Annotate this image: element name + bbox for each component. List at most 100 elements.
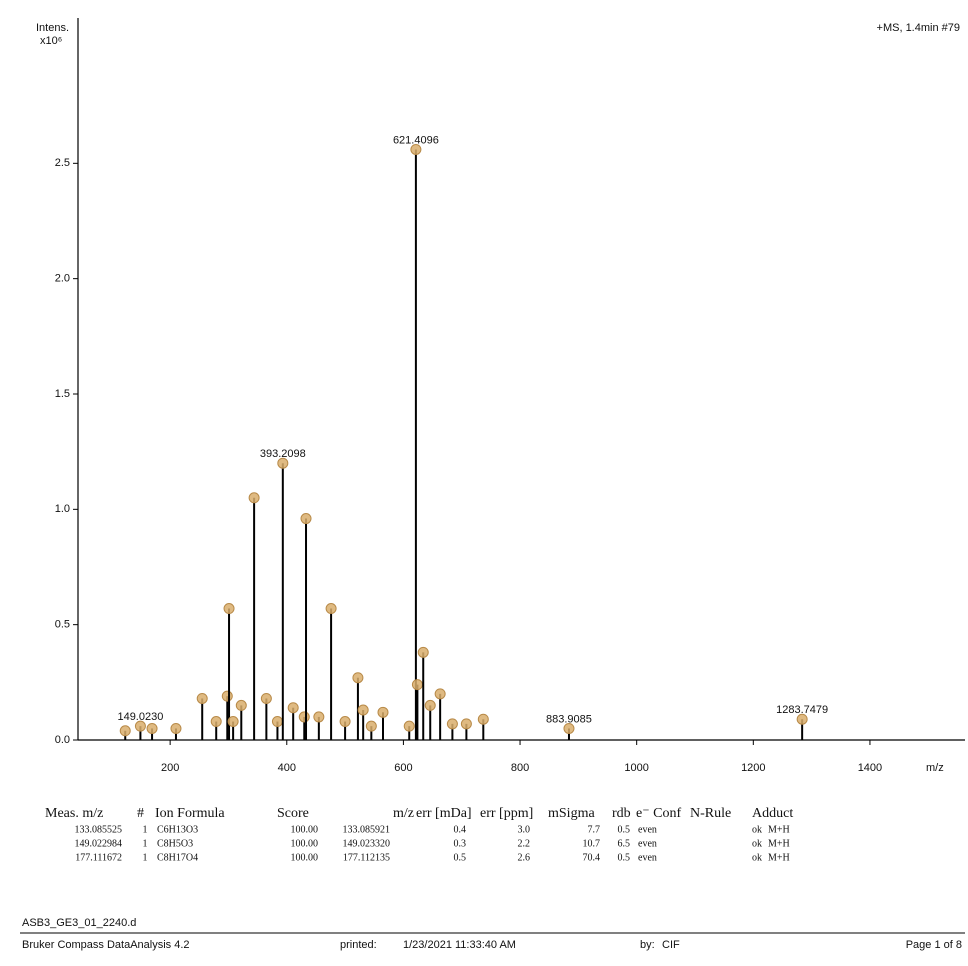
peak-marker	[248, 492, 260, 504]
peak-marker	[227, 716, 239, 728]
peak-marker	[210, 716, 222, 728]
peak-marker	[134, 720, 146, 732]
peak-marker	[260, 692, 272, 704]
peak-marker	[403, 720, 415, 732]
table-cell: 1	[143, 838, 148, 849]
software: Bruker Compass DataAnalysis 4.2	[22, 939, 190, 951]
peak-marker	[411, 679, 423, 691]
table-cell: 100.00	[291, 852, 319, 863]
x-tick-label: 1200	[741, 762, 765, 774]
peak-marker	[170, 722, 182, 734]
table-header: err [mDa]	[416, 806, 472, 821]
table-cell: 3.0	[518, 824, 531, 835]
peak-marker	[119, 725, 131, 737]
table-cell: even	[638, 824, 657, 835]
y-tick-label: 1.5	[55, 388, 70, 400]
page-number: Page 1 of 8	[906, 939, 962, 951]
y-tick-label: 1.0	[55, 503, 70, 515]
peak-marker	[434, 688, 446, 700]
table-cell: 70.4	[583, 852, 601, 863]
peak-marker	[460, 718, 472, 730]
table-cell: ok	[752, 824, 762, 835]
y-tick-label: 0.5	[55, 619, 70, 631]
table-header: e⁻ Conf	[636, 806, 681, 821]
peak-marker	[196, 692, 208, 704]
x-tick-label: 1400	[858, 762, 882, 774]
file-name: ASB3_GE3_01_2240.d	[22, 917, 136, 929]
table-cell: 149.023320	[343, 838, 391, 849]
peak-marker	[277, 457, 289, 469]
table-cell: 6.5	[618, 838, 631, 849]
table-cell: 2.2	[518, 838, 531, 849]
peak-marker	[424, 699, 436, 711]
table-header: err [ppm]	[480, 806, 533, 821]
peak-marker	[339, 716, 351, 728]
peak-marker	[477, 713, 489, 725]
table-cell: C6H13O3	[157, 824, 198, 835]
peak-marker	[446, 718, 458, 730]
table-cell: 1	[143, 852, 148, 863]
x-tick-label: 400	[278, 762, 296, 774]
table-cell: 7.7	[588, 824, 601, 835]
by-label: by:	[640, 939, 655, 951]
peak-marker	[146, 722, 158, 734]
printed-label: printed:	[340, 939, 377, 951]
table-header: mSigma	[548, 806, 595, 821]
table-cell: 177.112135	[343, 852, 390, 863]
table-cell: M+H	[768, 824, 790, 835]
table-cell: 133.085921	[343, 824, 391, 835]
peak-marker	[313, 711, 325, 723]
peak-marker	[221, 690, 233, 702]
table-header: Adduct	[752, 806, 793, 821]
table-header: Meas. m/z	[45, 806, 103, 821]
table-cell: ok	[752, 838, 762, 849]
y-label: Intens.	[36, 22, 69, 34]
peak-label: 149.0230	[117, 711, 163, 723]
printed-date: 1/23/2021 11:33:40 AM	[403, 939, 516, 951]
peak-label: 393.2098	[260, 448, 306, 460]
peak-marker	[300, 513, 312, 525]
table-cell: even	[638, 852, 657, 863]
table-cell: 0.5	[618, 852, 631, 863]
peak-marker	[357, 704, 369, 716]
peak-marker	[298, 711, 310, 723]
table-cell: C8H5O3	[157, 838, 193, 849]
table-cell: 100.00	[291, 824, 319, 835]
table-cell: C8H17O4	[157, 852, 198, 863]
peak-marker	[417, 646, 429, 658]
y-tick-label: 2.5	[55, 157, 70, 169]
table-header: Ion Formula	[155, 806, 225, 821]
table-cell: 1	[143, 824, 148, 835]
table-header: #	[137, 806, 144, 821]
peak-marker	[223, 603, 235, 615]
peak-marker	[796, 713, 808, 725]
table-cell: 10.7	[583, 838, 601, 849]
x-tick-label: 800	[511, 762, 529, 774]
y-tick-label: 2.0	[55, 273, 70, 285]
x-tick-label: 200	[161, 762, 179, 774]
peak-marker	[563, 722, 575, 734]
table-cell: 149.022984	[75, 838, 123, 849]
peak-label: 621.4096	[393, 134, 439, 146]
table-header: rdb	[612, 806, 631, 821]
table-cell: 133.085525	[75, 824, 123, 835]
peak-marker	[325, 603, 337, 615]
peak-marker	[352, 672, 364, 684]
table-cell: M+H	[768, 852, 790, 863]
peak-marker	[410, 143, 422, 155]
table-cell: 2.6	[518, 852, 531, 863]
table-cell: M+H	[768, 838, 790, 849]
peak-marker	[377, 706, 389, 718]
peak-label: 883.9085	[546, 713, 592, 725]
table-cell: 0.5	[618, 824, 631, 835]
peak-label: 1283.7479	[776, 704, 828, 716]
peak-marker	[365, 720, 377, 732]
x-tick-label: 1000	[624, 762, 648, 774]
subtitle: +MS, 1.4min #79	[877, 22, 960, 34]
y-unit: x10⁶	[40, 35, 62, 47]
table-cell: 0.4	[454, 824, 467, 835]
table-cell: 0.5	[454, 852, 467, 863]
table-header: Score	[277, 806, 309, 821]
table-cell: even	[638, 838, 657, 849]
